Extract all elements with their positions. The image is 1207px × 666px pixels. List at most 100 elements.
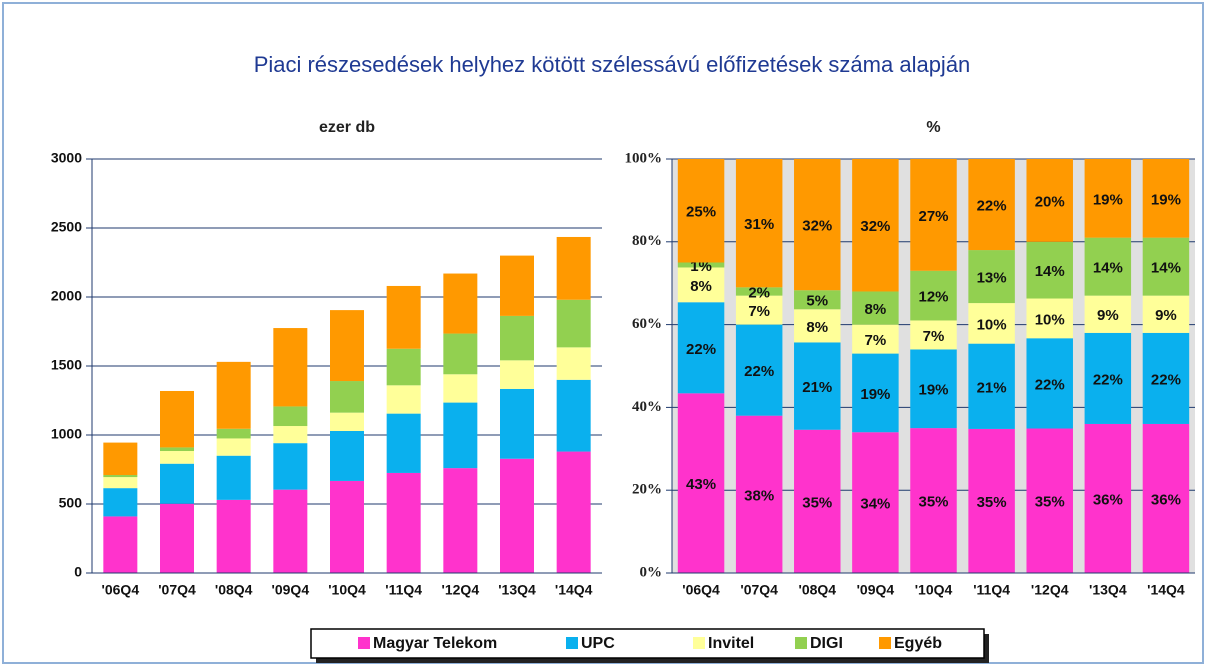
bar-segment xyxy=(386,472,421,573)
bar-segment xyxy=(677,159,725,263)
bar-segment xyxy=(273,443,308,490)
bar-segment xyxy=(1026,298,1073,339)
x-tick-label: '08Q4 xyxy=(798,582,836,598)
data-label: 14% xyxy=(1035,263,1065,280)
x-tick-label: '14Q4 xyxy=(555,582,593,598)
legend-label: UPC xyxy=(581,635,615,652)
bar-segment xyxy=(852,291,899,325)
bar-segment xyxy=(500,388,534,459)
y-tick-label: 2500 xyxy=(51,219,82,235)
data-label: 35% xyxy=(977,494,1007,511)
data-label: 10% xyxy=(977,316,1007,333)
legend-swatch xyxy=(795,637,807,649)
y-tick-label: 2000 xyxy=(51,288,82,304)
bar-segment xyxy=(794,159,841,291)
bar-segment xyxy=(160,503,194,573)
bar-segment xyxy=(103,516,138,573)
bar-segment xyxy=(386,413,421,473)
y-tick-label: 80% xyxy=(632,233,662,249)
bar-segment xyxy=(968,250,1015,304)
data-label: 38% xyxy=(744,487,774,504)
bar-segment xyxy=(677,393,725,573)
y-tick-label: 60% xyxy=(632,316,662,332)
legend-swatch xyxy=(358,637,370,649)
bar-segment xyxy=(794,429,841,573)
data-label: 25% xyxy=(686,204,716,221)
bar-segment xyxy=(735,415,783,573)
bar-segment xyxy=(330,430,364,481)
bar-segment xyxy=(330,480,364,573)
bar-segment xyxy=(735,287,783,296)
bar-segment xyxy=(500,360,534,389)
legend-label: Magyar Telekom xyxy=(373,635,497,652)
bar-segment xyxy=(103,442,138,476)
x-tick-label: '10Q4 xyxy=(915,582,953,598)
bar-segment xyxy=(216,438,251,456)
y-tick-label: 1000 xyxy=(51,426,82,442)
x-tick-label: '11Q4 xyxy=(973,582,1010,598)
bar-segment xyxy=(1084,332,1132,424)
bar-segment xyxy=(216,499,251,573)
data-label: 8% xyxy=(690,278,712,295)
bar-segment xyxy=(443,333,478,375)
bar-segment xyxy=(273,426,308,444)
data-label: 22% xyxy=(686,341,716,358)
bar-segment xyxy=(794,290,841,310)
data-label: 2% xyxy=(748,284,770,301)
bar-segment xyxy=(273,406,308,427)
bar-segment xyxy=(443,374,478,403)
bar-segment xyxy=(330,310,364,382)
bar-segment xyxy=(735,324,783,416)
bar-segment xyxy=(1084,423,1132,573)
bar-segment xyxy=(794,342,841,430)
chart-title: % xyxy=(926,119,940,136)
x-tick-label: '06Q4 xyxy=(102,582,140,598)
data-label: 35% xyxy=(918,494,948,511)
data-label: 21% xyxy=(802,379,832,396)
x-tick-label: '12Q4 xyxy=(1031,582,1069,598)
bar-segment xyxy=(103,477,138,489)
bar-segment xyxy=(160,447,194,452)
data-label: 10% xyxy=(1035,311,1065,328)
bar-segment xyxy=(910,428,957,573)
chart-title: ezer db xyxy=(319,119,375,136)
bar-segment xyxy=(735,295,783,325)
legend-swatch xyxy=(879,637,891,649)
bar-segment xyxy=(794,309,841,343)
bar-segment xyxy=(1084,237,1132,296)
data-label: 13% xyxy=(977,270,1007,287)
y-tick-label: 500 xyxy=(59,495,83,511)
bar-segment xyxy=(910,320,957,350)
bar-segment xyxy=(273,489,308,573)
bar-segment xyxy=(968,159,1015,251)
data-label: 9% xyxy=(1097,307,1119,324)
bar-segment xyxy=(160,463,194,504)
data-label: 43% xyxy=(686,476,716,493)
legend-label: Invitel xyxy=(708,635,754,652)
legend-label: DIGI xyxy=(810,635,843,652)
data-label: 32% xyxy=(802,218,832,235)
data-label: 36% xyxy=(1151,491,1181,508)
bar-segment xyxy=(968,303,1015,344)
x-tick-label: '11Q4 xyxy=(385,582,422,598)
bar-segment xyxy=(852,159,899,292)
data-label: 35% xyxy=(1035,494,1065,511)
data-label: 19% xyxy=(1151,191,1181,208)
data-label: 22% xyxy=(1035,376,1065,393)
data-label: 32% xyxy=(860,218,890,235)
data-label: 9% xyxy=(1155,307,1177,324)
bar-segment xyxy=(273,328,308,407)
bar-segment xyxy=(852,432,899,573)
data-label: 36% xyxy=(1093,491,1123,508)
bar-segment xyxy=(1142,332,1190,424)
bar-segment xyxy=(500,255,534,316)
data-label: 14% xyxy=(1151,260,1181,277)
y-tick-label: 100% xyxy=(625,150,663,166)
bar-segment xyxy=(968,343,1015,429)
x-tick-label: '13Q4 xyxy=(498,582,536,598)
bar-segment xyxy=(386,285,421,349)
bar-segment xyxy=(852,324,899,354)
data-label: 20% xyxy=(1035,193,1065,210)
y-tick-label: 20% xyxy=(632,482,662,498)
bar-segment xyxy=(1142,423,1190,573)
